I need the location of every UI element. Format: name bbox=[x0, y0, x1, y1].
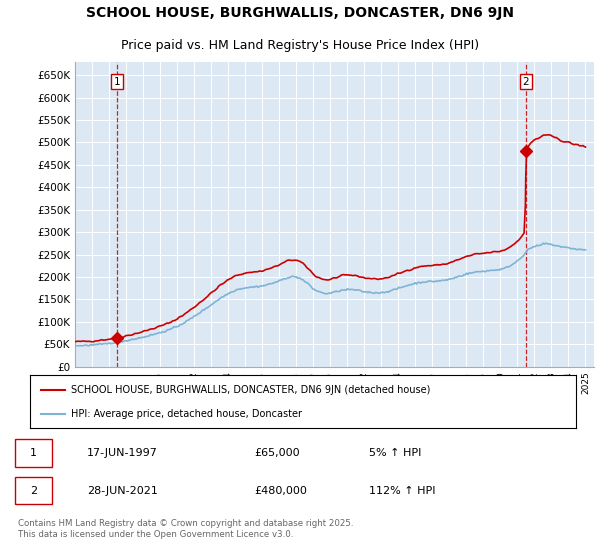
Text: 1: 1 bbox=[30, 448, 37, 458]
FancyBboxPatch shape bbox=[15, 439, 52, 466]
Text: 5% ↑ HPI: 5% ↑ HPI bbox=[369, 448, 421, 458]
Text: SCHOOL HOUSE, BURGHWALLIS, DONCASTER, DN6 9JN (detached house): SCHOOL HOUSE, BURGHWALLIS, DONCASTER, DN… bbox=[71, 385, 430, 395]
Text: £65,000: £65,000 bbox=[254, 448, 299, 458]
Text: 112% ↑ HPI: 112% ↑ HPI bbox=[369, 486, 436, 496]
Text: 1: 1 bbox=[113, 77, 120, 87]
Text: 17-JUN-1997: 17-JUN-1997 bbox=[87, 448, 158, 458]
Text: Price paid vs. HM Land Registry's House Price Index (HPI): Price paid vs. HM Land Registry's House … bbox=[121, 39, 479, 53]
Text: 2: 2 bbox=[30, 486, 37, 496]
FancyBboxPatch shape bbox=[15, 477, 52, 505]
Text: 2: 2 bbox=[523, 77, 529, 87]
Text: HPI: Average price, detached house, Doncaster: HPI: Average price, detached house, Donc… bbox=[71, 408, 302, 418]
Text: £480,000: £480,000 bbox=[254, 486, 307, 496]
Text: 28-JUN-2021: 28-JUN-2021 bbox=[87, 486, 158, 496]
Text: SCHOOL HOUSE, BURGHWALLIS, DONCASTER, DN6 9JN: SCHOOL HOUSE, BURGHWALLIS, DONCASTER, DN… bbox=[86, 6, 514, 20]
Text: Contains HM Land Registry data © Crown copyright and database right 2025.
This d: Contains HM Land Registry data © Crown c… bbox=[18, 519, 353, 539]
